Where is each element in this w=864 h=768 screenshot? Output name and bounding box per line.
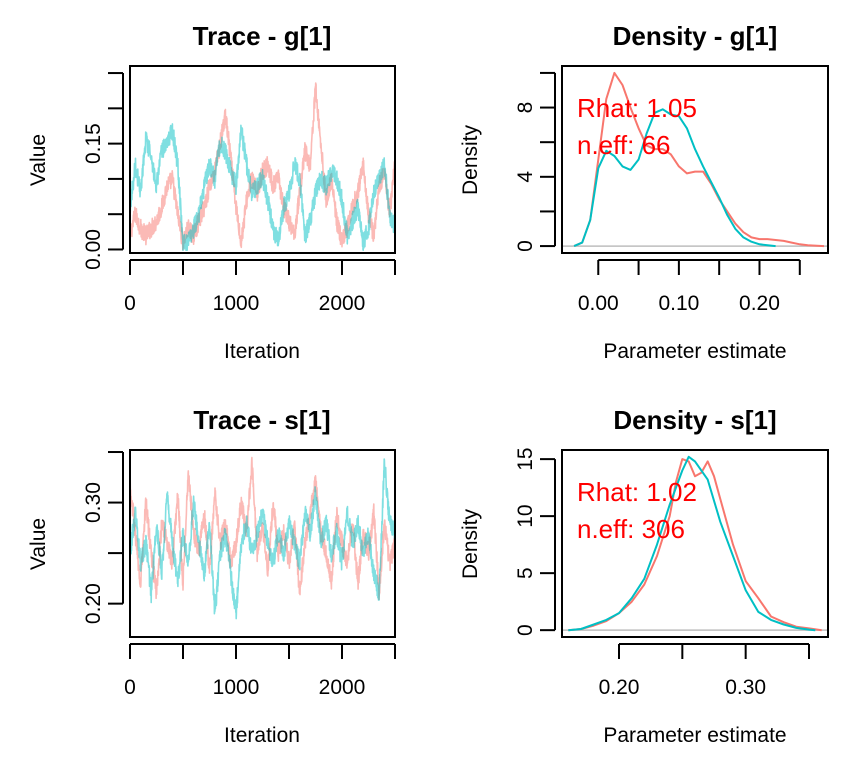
y-tick-label: 0.15 bbox=[82, 123, 105, 164]
x-tick-label: 0.00 bbox=[578, 292, 619, 315]
y-axis-label: Value bbox=[27, 134, 50, 186]
y-tick-label: 0 bbox=[514, 240, 537, 252]
x-axis: 0.20 0.30 bbox=[599, 643, 810, 699]
series-line-chain-1 bbox=[573, 71, 825, 248]
plot-area bbox=[130, 82, 395, 251]
y-tick-label: 0.20 bbox=[82, 583, 105, 624]
panel-density-g1: Density - g[1] Parameter estimate Densit… bbox=[459, 21, 829, 363]
series-line-chain-1 bbox=[130, 82, 395, 251]
x-axis: 0.00 0.10 0.20 bbox=[578, 259, 801, 315]
x-axis: 0 1000 2000 bbox=[124, 643, 396, 699]
y-tick-label: 5 bbox=[514, 567, 537, 579]
rhat-annotation: Rhat: 1.05 bbox=[577, 93, 697, 123]
plot-area bbox=[130, 456, 395, 620]
x-tick-label: 2000 bbox=[319, 292, 366, 315]
series-line-chain-2 bbox=[130, 458, 395, 620]
panel-trace-g1: Trace - g[1] Iteration Value 0 1000 2000 0… bbox=[27, 21, 396, 363]
x-tick-label: 1000 bbox=[213, 676, 260, 699]
y-axis-label: Density bbox=[459, 508, 482, 579]
y-axis-label: Density bbox=[459, 124, 482, 195]
y-axis: 0 4 8 bbox=[514, 71, 556, 252]
x-tick-label: 0.20 bbox=[739, 292, 780, 315]
chart-title: Density - s[1] bbox=[613, 405, 776, 435]
chart-title: Density - g[1] bbox=[613, 21, 778, 51]
plot-frame bbox=[129, 449, 396, 638]
series-line-chain-2 bbox=[568, 455, 816, 632]
chart-title: Trace - g[1] bbox=[193, 21, 332, 51]
neff-annotation: n.eff: 306 bbox=[577, 514, 685, 544]
x-axis-label: Iteration bbox=[224, 340, 300, 363]
neff-annotation: n.eff: 66 bbox=[577, 130, 671, 160]
series-line-chain-2 bbox=[573, 108, 776, 248]
y-tick-label: 8 bbox=[514, 102, 537, 114]
series-line-chain-2 bbox=[130, 123, 395, 251]
x-axis-label: Iteration bbox=[224, 724, 300, 747]
panel-trace-s1: Trace - s[1] Iteration Value 0 1000 2000 0… bbox=[27, 405, 396, 747]
y-tick-label: 4 bbox=[514, 171, 537, 183]
x-tick-label: 2000 bbox=[319, 676, 366, 699]
plot-area bbox=[562, 71, 828, 248]
x-axis-label: Parameter estimate bbox=[603, 724, 786, 747]
x-tick-label: 0 bbox=[124, 676, 136, 699]
y-tick-label: 10 bbox=[514, 504, 537, 527]
x-axis: 0 1000 2000 bbox=[124, 259, 396, 315]
x-tick-label: 0.10 bbox=[658, 292, 699, 315]
y-axis-label: Value bbox=[27, 518, 50, 570]
x-tick-label: 0.30 bbox=[725, 676, 766, 699]
panel-density-s1: Density - s[1] Parameter estimate Densit… bbox=[459, 405, 829, 747]
x-tick-label: 0.20 bbox=[599, 676, 640, 699]
x-axis-label: Parameter estimate bbox=[603, 340, 786, 363]
y-tick-label: 15 bbox=[514, 447, 537, 470]
x-tick-label: 0 bbox=[124, 292, 136, 315]
y-tick-label: 0.30 bbox=[82, 482, 105, 523]
plot-frame bbox=[129, 65, 396, 254]
y-tick-label: 0.00 bbox=[82, 229, 105, 270]
y-axis: 0 5 10 15 bbox=[514, 447, 556, 636]
x-tick-label: 1000 bbox=[213, 292, 260, 315]
y-tick-label: 0 bbox=[514, 624, 537, 636]
plot-frame bbox=[561, 449, 829, 638]
chart-title: Trace - s[1] bbox=[193, 405, 330, 435]
plot-frame bbox=[561, 65, 829, 254]
plot-area bbox=[562, 455, 828, 632]
y-axis: 0.00 0.15 bbox=[82, 72, 124, 270]
rhat-annotation: Rhat: 1.02 bbox=[577, 477, 697, 507]
y-axis: 0.20 0.30 bbox=[82, 451, 124, 624]
